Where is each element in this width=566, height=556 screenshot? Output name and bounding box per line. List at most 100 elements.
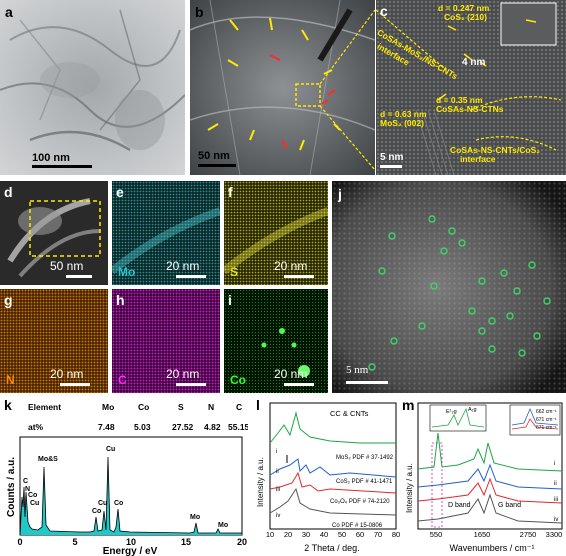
peak-label: Cu [106, 446, 115, 453]
scale-bar [176, 275, 206, 278]
panel-label: g [4, 292, 13, 308]
table-header-cell: C [236, 402, 242, 412]
x-tick: 70 [374, 530, 382, 539]
scale-label: 5 nm [346, 364, 369, 376]
x-tick: 80 [392, 530, 400, 539]
panel-j: j 5 nm [332, 181, 566, 393]
panel-c: c d = 0.247 nm CoS₂ (210) CoSAs-MoS₂/NS-… [376, 0, 566, 175]
peak-label: Co [28, 492, 37, 499]
table-cell: 27.52 [172, 422, 194, 432]
inset-label: 671 cm⁻¹ [536, 417, 557, 423]
eds-map-n [0, 289, 108, 393]
annotation-interface-2: CoSAs-NS-CNTs/CoS₂ [450, 145, 541, 155]
peak-label: C [23, 478, 28, 485]
ref-label: MoS₂ PDF # 37-1492 [336, 455, 394, 461]
table-header-cell: N [208, 402, 214, 412]
series-label: iv [276, 513, 280, 519]
eds-spectrum-line [19, 456, 243, 536]
element-label-c: C [118, 373, 127, 387]
plot-frame [417, 402, 563, 530]
inset-mos2 [429, 404, 487, 432]
scale-label: 100 nm [32, 152, 70, 164]
panel-label: e [116, 184, 124, 200]
series-label: iv [554, 517, 558, 523]
panel-k: k Element Mo Co S N C at% 7.48 5.03 27.5… [0, 397, 248, 556]
table-header-cell: Co [138, 402, 149, 412]
ref-label: Co₃O₄ PDF # 74-2120 [330, 499, 390, 505]
x-tick: 550 [430, 530, 443, 539]
y-axis-label: Intensity / a.u. [256, 457, 265, 507]
x-tick: 20 [284, 530, 292, 539]
peak-label: Mo [190, 514, 200, 521]
x-axis-label: Wavenumbers / cm⁻¹ [450, 543, 535, 553]
x-tick: 60 [356, 530, 364, 539]
eds-map-s [224, 181, 328, 285]
tem-image-a [0, 0, 185, 175]
annotation-cos2-210: CoS₂ (210) [444, 12, 487, 22]
panel-label: b [195, 4, 204, 20]
scale-bar [346, 381, 388, 384]
annotation-d-0247: d = 0.247 nm [438, 3, 490, 13]
panel-b: b 50 nm [190, 0, 375, 175]
series-label: ii [554, 481, 557, 487]
series-iii-line [269, 471, 397, 494]
raman-spectra-m: m E¹₂g A₁g 662 cm⁻¹ 671 cm⁻¹ 671 cm⁻¹ i … [402, 397, 563, 553]
table-cell: 5.03 [134, 422, 151, 432]
panel-e: e Mo 20 nm [112, 181, 220, 285]
scale-bar [284, 383, 314, 386]
table-header-cell: Element [28, 402, 61, 412]
eds-map-co [224, 289, 328, 393]
series-label: ii [276, 469, 279, 475]
x-axis-label: Energy / eV [103, 546, 158, 556]
x-tick: 5 [72, 537, 77, 547]
series-label: iii [276, 487, 280, 493]
x-tick: 15 [181, 537, 191, 547]
tem-image-b [190, 0, 375, 175]
panel-label: a [5, 4, 13, 20]
scale-bar [198, 164, 236, 167]
scale-label: 50 nm [198, 150, 230, 162]
scale-label: 20 nm [166, 367, 200, 381]
x-axis-label: 2 Theta / deg. [304, 543, 359, 553]
scale-bar [60, 383, 90, 386]
panel-l: l CC & CNTs i MoS₂ PDF # 37-1492 ii CoS₂… [250, 397, 400, 556]
panel-label: m [402, 397, 414, 413]
annotation-d-063: d = 0.63 nm [380, 109, 427, 119]
inset-label: 671 cm⁻¹ [536, 425, 557, 431]
scale-label: 20 nm [50, 367, 84, 381]
scale-bar [66, 275, 92, 278]
cc-cnts-note: CC & CNTs [330, 409, 369, 418]
band-label: G band [498, 502, 521, 509]
series-i-line [417, 432, 563, 472]
element-label-co: Co [230, 373, 246, 387]
peak-label: Cu [30, 500, 39, 507]
scale-bar [176, 383, 206, 386]
panel-m: m E¹₂g A₁g 662 cm⁻¹ 671 cm⁻¹ 671 cm⁻¹ i … [400, 397, 566, 556]
x-tick: 0 [17, 537, 22, 547]
eds-spectrum-k: k Element Mo Co S N C at% 7.48 5.03 27.5… [4, 397, 248, 556]
scale-label: 50 nm [50, 259, 84, 273]
series-ii-line [417, 463, 563, 490]
table-cell: at% [28, 422, 44, 432]
plot-frame [19, 436, 243, 536]
scale-label: 5 nm [380, 152, 404, 163]
element-label-n: N [6, 373, 15, 387]
panel-g: g N 20 nm [0, 289, 108, 393]
table-cell: 7.48 [98, 422, 115, 432]
panel-label: j [338, 186, 342, 202]
panel-f: f S 20 nm [224, 181, 328, 285]
annotation-interface-2b: interface [460, 154, 496, 164]
x-tick: 10 [266, 530, 274, 539]
x-tick: 30 [302, 530, 310, 539]
scale-label: 20 nm [274, 367, 308, 381]
inset-label: A₁g [468, 407, 477, 413]
scale-label: 20 nm [274, 259, 308, 273]
table-header-cell: Mo [102, 402, 114, 412]
element-label-mo: Mo [118, 265, 136, 279]
series-iv-line [269, 487, 397, 516]
panel-label: d [4, 184, 13, 200]
panel-i: i Co 20 nm [224, 289, 328, 393]
series-label: i [554, 461, 555, 467]
hrtem-image-c [376, 0, 566, 175]
inset-label: E¹₂g [446, 409, 457, 415]
